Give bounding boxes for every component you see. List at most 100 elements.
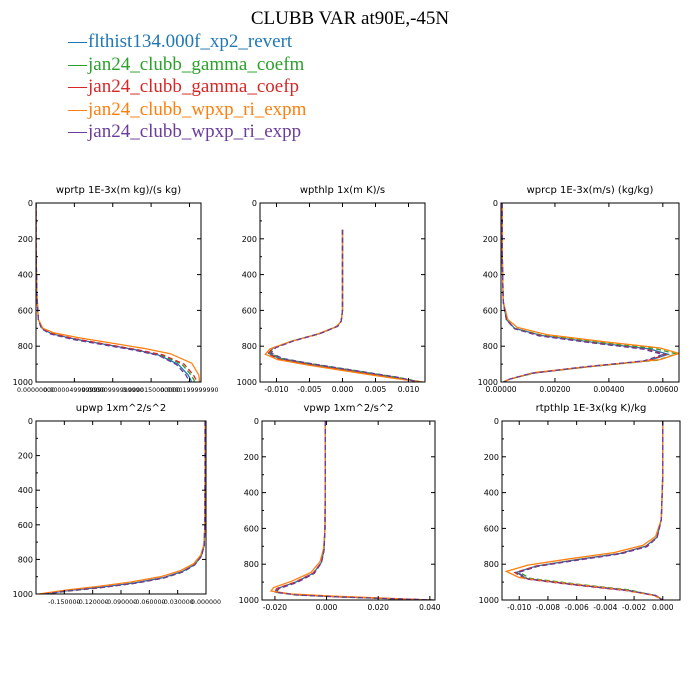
y-tick-label: 400 — [484, 489, 499, 498]
y-tick-label: 200 — [18, 235, 33, 244]
legend-label: flthist134.000f_xp2_revert — [88, 31, 293, 52]
x-tick-label: 0.00000000 — [17, 387, 55, 394]
y-tick-label: 600 — [242, 306, 257, 315]
chart-panel: upwp 1xm^2/s^2 0 200 400 600 800 1000 -0.150000… — [13, 403, 221, 606]
chart-panel: wprtp 1E-3x(m kg)/(s kg) 0 200 400 600 800 100… — [13, 185, 219, 394]
y-tick-label: 200 — [484, 453, 499, 462]
y-tick-label: 600 — [483, 306, 498, 315]
y-tick-label: 0 — [254, 417, 259, 426]
series-line — [36, 203, 190, 382]
x-tick-label: 0.000000 — [191, 599, 221, 606]
series-group — [38, 421, 206, 594]
x-tick-label: -0.120000 — [77, 599, 109, 606]
series-line — [273, 421, 432, 600]
x-tick-label: -0.005 — [297, 385, 321, 394]
legend: —flthist134.000f_xp2_revert —jan24_clubb_… — [68, 31, 306, 144]
series-line — [504, 421, 664, 600]
series-group — [504, 421, 664, 600]
y-tick-label: 800 — [484, 560, 499, 569]
series-line — [514, 421, 664, 600]
series-line — [270, 229, 420, 382]
plot-frame — [501, 420, 681, 601]
x-tick-label: 0.00000 — [485, 385, 516, 394]
x-tick-label: -0.006 — [565, 603, 589, 612]
x-tick-label: -0.020 — [263, 603, 287, 612]
x-tick-label: 0.020 — [367, 603, 389, 612]
y-tick-label: 400 — [18, 486, 33, 495]
x-tick-label: 0.000 — [332, 385, 354, 394]
chart-title: wprtp 1E-3x(m kg)/(s kg) — [56, 185, 181, 196]
y-tick-label: 600 — [244, 524, 259, 533]
x-tick-label: 0.000 — [316, 603, 338, 612]
legend-entry: —jan24_clubb_gamma_coefp — [68, 76, 306, 99]
legend-entry: —jan24_clubb_wpxp_ri_expm — [68, 99, 306, 122]
x-tick-label: -0.004 — [593, 603, 617, 612]
x-tick-label: -0.150000 — [48, 599, 80, 606]
y-tick-label: 600 — [18, 306, 33, 315]
series-line — [36, 203, 201, 382]
series-line — [266, 229, 420, 382]
y-tick-label: 1000 — [478, 378, 498, 387]
y-tick-label: 600 — [484, 524, 499, 533]
x-tick-label: 0.040 — [419, 603, 441, 612]
y-tick-label: 200 — [244, 453, 259, 462]
series-line — [264, 229, 424, 382]
series-line — [274, 421, 433, 600]
y-tick-label: 800 — [483, 342, 498, 351]
y-tick-label: 600 — [18, 521, 33, 530]
legend-label: jan24_clubb_gamma_coefm — [88, 53, 305, 75]
series-line — [267, 229, 421, 382]
y-tick-label: 800 — [242, 342, 257, 351]
x-tick-label: 0.010 — [398, 385, 420, 394]
series-line — [268, 229, 422, 382]
legend-entry: —jan24_clubb_wpxp_ri_expp — [68, 121, 306, 144]
y-tick-label: 1000 — [237, 378, 257, 387]
y-tick-label: 800 — [18, 555, 33, 564]
y-tick-label: 0 — [28, 199, 33, 208]
y-tick-label: 200 — [242, 235, 257, 244]
y-tick-label: 1000 — [479, 596, 499, 605]
series-line — [501, 203, 679, 382]
series-line — [501, 203, 665, 382]
series-line — [501, 203, 671, 382]
x-tick-label: -0.010 — [507, 603, 531, 612]
y-tick-label: 800 — [18, 342, 33, 351]
chart-panel: rtpthlp 1E-3x(kg K)/kg02004006008001000-… — [479, 403, 681, 612]
x-tick-label: 0.00200 — [539, 385, 570, 394]
chart-title: wpthlp 1x(m K)/s — [300, 185, 385, 196]
series-line — [38, 421, 206, 594]
legend-label: jan24_clubb_wpxp_ri_expm — [88, 98, 307, 120]
y-tick-label: 0 — [28, 417, 33, 426]
y-tick-label: 1000 — [239, 596, 259, 605]
y-tick-label: 1000 — [13, 378, 33, 387]
chart-panel: wprcp 1E-3x(m/s) (kg/kg) 0 200 400 600 800 100… — [478, 185, 680, 394]
x-tick-label: 0.00000499999990 — [43, 387, 105, 394]
plot-frame — [500, 202, 680, 383]
y-tick-label: 0 — [493, 199, 498, 208]
series-line — [501, 203, 679, 382]
series-line — [36, 203, 195, 382]
chart-panel: vpwp 1xm^2/s^2 0 200 400 600 800 1000 -0.020 0.0… — [239, 403, 441, 612]
series-group — [264, 229, 424, 382]
x-tick-label: 0.00400 — [593, 385, 624, 394]
chart-title: rtpthlp 1E-3x(kg K)/kg — [536, 403, 647, 414]
x-tick-label: -0.090000 — [105, 599, 137, 606]
y-tick-label: 400 — [18, 271, 33, 280]
plot-frame — [261, 420, 436, 601]
x-tick-label: -0.008 — [536, 603, 560, 612]
series-line — [275, 421, 434, 600]
x-tick-label: -0.060000 — [133, 599, 165, 606]
series-line — [516, 421, 664, 600]
legend-label: jan24_clubb_gamma_coefp — [88, 76, 300, 97]
chart-title: wprcp 1E-3x(m/s) (kg/kg) — [527, 185, 654, 196]
series-group — [269, 421, 434, 600]
chart-title: vpwp 1xm^2/s^2 — [303, 403, 393, 414]
plot-frame — [35, 202, 202, 383]
series-line — [273, 421, 433, 600]
x-tick-label: 0.0000150000000 — [122, 387, 180, 394]
x-tick-label: 0.0000199999990 — [160, 387, 218, 394]
series-line — [44, 421, 206, 594]
chart-panel: wpthlp 1x(m K)/s 0 200 400 600 800 1000 -0.010-… — [237, 185, 426, 394]
x-tick-label: 0.00000999999990 — [82, 387, 144, 394]
